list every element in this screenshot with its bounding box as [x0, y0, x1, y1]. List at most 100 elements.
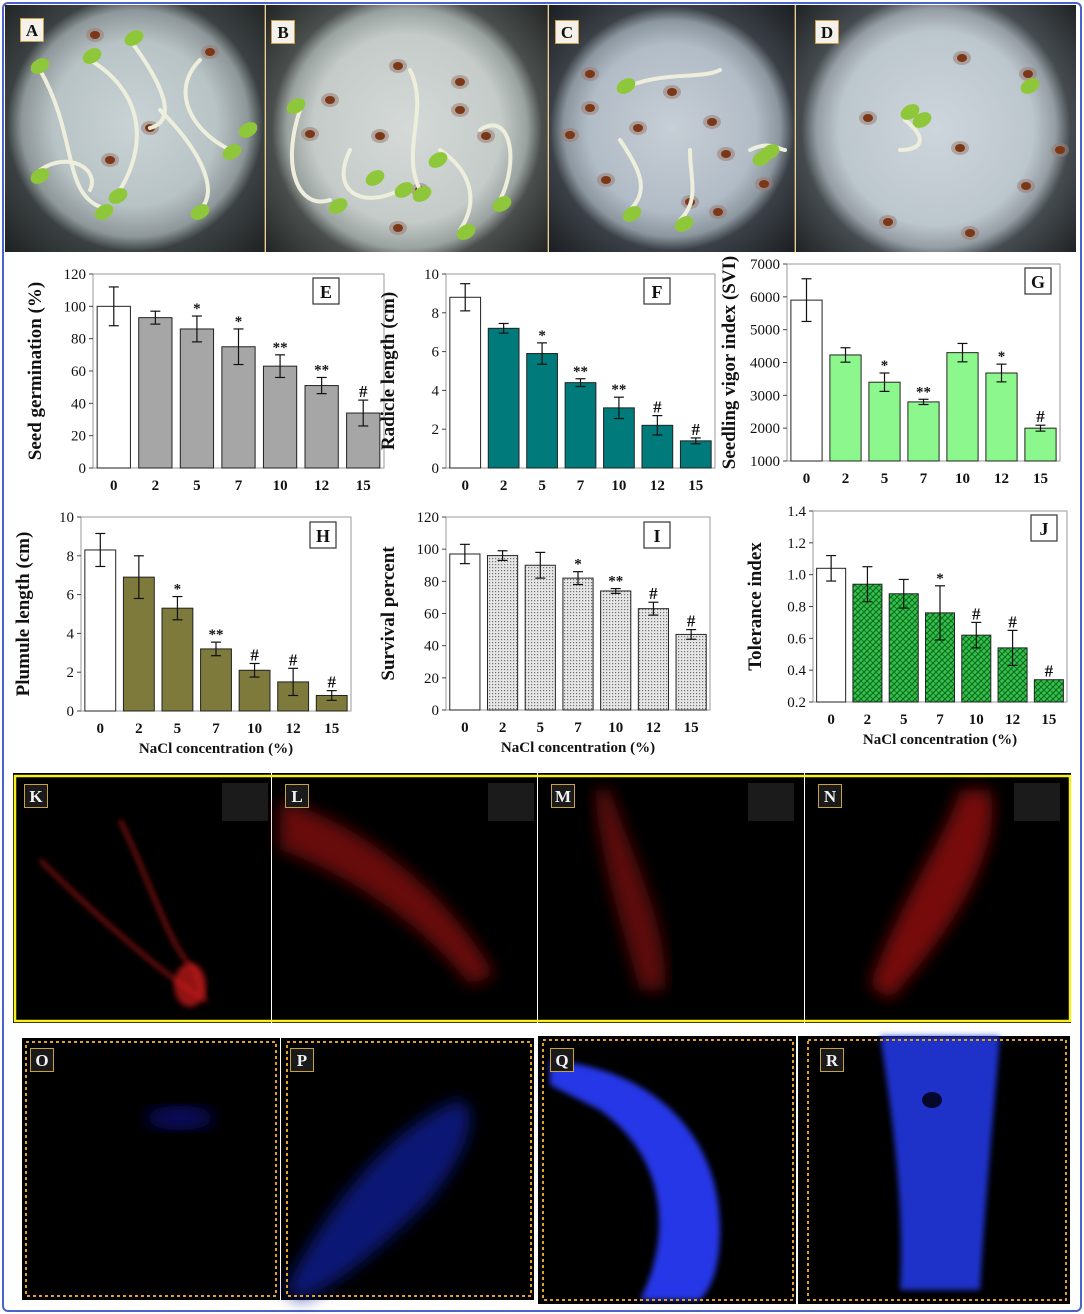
x-tick-label: 2 [152, 478, 160, 494]
y-tick-label: 0.2 [787, 695, 806, 711]
x-tick-label: 0 [97, 721, 105, 737]
significance-mark: * [881, 358, 889, 374]
seedling-stem [290, 108, 332, 204]
x-tick-label: 2 [135, 721, 143, 737]
bar-15 [1024, 427, 1057, 462]
petri-dish-photo-c [549, 5, 795, 252]
y-axis-label: Survival percent [378, 546, 399, 681]
seed [1023, 70, 1033, 78]
root-tissue-l [280, 800, 495, 985]
significance-mark: ** [608, 574, 623, 590]
cotyledon-leaf [238, 122, 258, 138]
x-tick-label: 7 [920, 471, 928, 487]
y-tick-label: 4 [432, 383, 440, 399]
bar-12 [985, 372, 1018, 462]
significance-mark: * [998, 349, 1006, 365]
y-tick-label: 120 [64, 267, 87, 283]
panel-label-k: K [24, 784, 48, 808]
seed [955, 144, 965, 152]
y-tick-label: 4 [67, 626, 75, 642]
chart-h: 0 2 4 6 8 10 0 2 * 5 ** 7 #10 #12 #15 Plumule length (c… [13, 510, 352, 757]
cotyledon-leaf [616, 78, 636, 94]
seedling-stem [341, 148, 402, 200]
y-axis-label: Seedling vigor index (SVI) [719, 256, 740, 469]
x-tick-label: 5 [537, 720, 545, 736]
x-tick-label: 5 [193, 478, 201, 494]
x-tick-label: 15 [684, 720, 699, 736]
cotyledon-leaf [108, 188, 128, 204]
bar-5 [161, 607, 194, 712]
panel-label-a: A [20, 18, 44, 42]
x-tick-label: 12 [1005, 712, 1020, 728]
panel-label-l: L [285, 784, 309, 808]
x-tick-label: 0 [827, 712, 835, 728]
cotyledon-leaf [124, 30, 144, 46]
y-tick-label: 2 [432, 422, 440, 438]
bar-2 [829, 354, 862, 462]
x-tick-label: 7 [577, 478, 585, 494]
x-tick-label: 7 [574, 720, 582, 736]
significance-mark: * [235, 314, 243, 330]
panel-label-box [1030, 514, 1058, 542]
y-tick-label: 2 [67, 665, 75, 681]
y-tick-label: 40 [71, 396, 86, 412]
seedling-stem [38, 159, 94, 192]
seed [721, 150, 731, 158]
bar-10 [238, 669, 271, 712]
bar-10 [946, 352, 979, 462]
y-tick-label: 0 [432, 461, 440, 477]
y-tick-label: 80 [424, 574, 439, 590]
chart-e: 0 20 40 60 80 100 120 0 2 * 5 * 7 ** 10 ** 12 #15 Seed ger… [25, 267, 385, 494]
seedling-stem [183, 58, 232, 152]
seedling-stem [438, 148, 473, 232]
y-tick-label: 4000 [750, 356, 780, 372]
y-tick-label: 1.2 [787, 536, 806, 552]
seedling-stem [678, 148, 695, 222]
panel-label-j: J [1040, 519, 1049, 539]
seed [305, 130, 315, 138]
significance-mark: # [359, 382, 368, 401]
y-tick-label: 6 [432, 345, 440, 361]
x-tick-label: 10 [611, 478, 626, 494]
x-tick-label: 0 [461, 478, 469, 494]
scale-bar-box-k [222, 783, 268, 821]
panel-label-q: Q [550, 1048, 574, 1072]
seed [1021, 182, 1031, 190]
y-tick-label: 0 [79, 461, 87, 477]
bar-0 [816, 567, 847, 703]
significance-mark: # [250, 645, 259, 664]
cotyledon-leaf [1020, 78, 1040, 94]
x-tick-label: 10 [608, 720, 623, 736]
panel-label-g: G [1031, 272, 1045, 292]
panel-label-m: M [551, 784, 575, 808]
root-tissue-q [550, 1060, 720, 1300]
seed [393, 224, 403, 232]
cotyledon-leaf [456, 224, 476, 240]
seed [883, 218, 893, 226]
seedling-stem [128, 38, 167, 130]
panel-label-n: N [818, 784, 842, 808]
panel-label-o: O [30, 1048, 54, 1072]
x-tick-label: 7 [936, 712, 944, 728]
bar-5 [524, 564, 556, 711]
dotted-outline-r [807, 1039, 1067, 1301]
x-tick-label: 12 [286, 721, 301, 737]
seed [667, 88, 677, 96]
seedling-stem [88, 58, 139, 192]
bar-10 [600, 590, 632, 711]
bar-15 [1033, 679, 1064, 703]
x-tick-label: 15 [356, 478, 371, 494]
x-tick-label: 2 [500, 478, 508, 494]
panel-label-i: I [653, 526, 660, 546]
x-tick-label: 10 [969, 712, 984, 728]
chart-i: 0 20 40 60 80 100 120 0 2 5 * 7 ** 10 #12 #15 Survival p… [378, 510, 711, 756]
y-tick-label: 120 [417, 510, 440, 526]
seed [105, 156, 115, 164]
significance-mark: * [574, 557, 582, 573]
y-tick-label: 6 [67, 588, 75, 604]
seed [1055, 146, 1065, 154]
y-axis-label: Radicle length (cm) [378, 292, 399, 450]
scale-bar-box-l [488, 783, 534, 821]
significance-mark: # [289, 650, 298, 669]
y-tick-label: 0 [432, 703, 440, 719]
